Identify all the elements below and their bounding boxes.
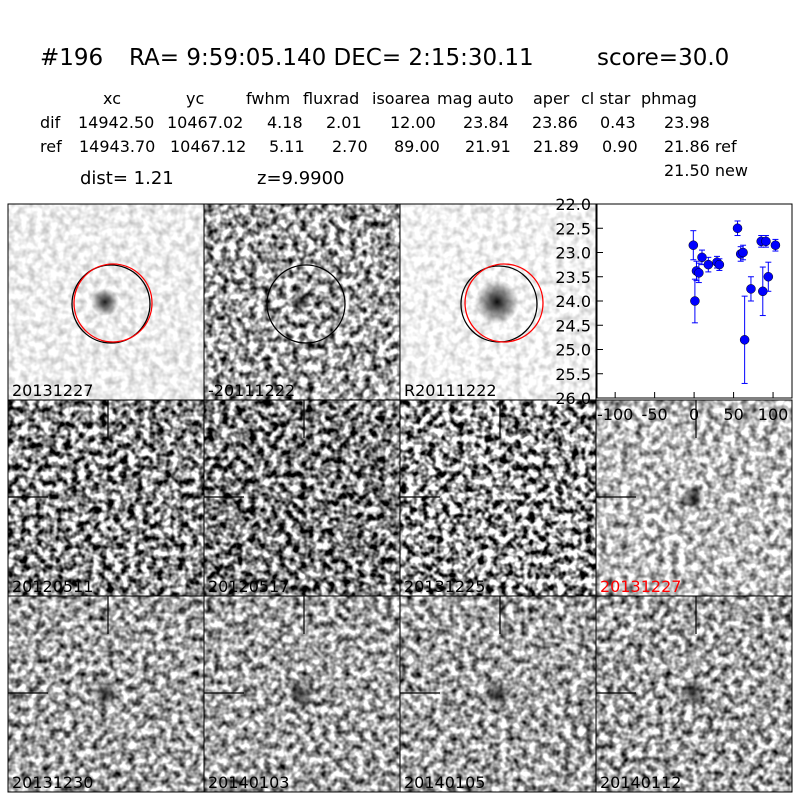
y-tick-label: 23.5: [555, 268, 591, 287]
source: [291, 292, 311, 312]
source: [91, 288, 119, 316]
y-tick-label: 24.0: [555, 292, 591, 311]
column-header: aper: [533, 89, 570, 108]
column-header: phmag: [641, 89, 697, 108]
column-header: xc: [103, 89, 121, 108]
x-tick-label: 50: [723, 405, 743, 424]
panel-label: 20140112: [600, 773, 681, 792]
point: [739, 335, 750, 345]
point: [770, 240, 781, 250]
table-cell: 89.00: [394, 137, 440, 156]
panel-label: 20131227: [12, 381, 93, 400]
row-label: dif: [40, 113, 61, 132]
table-cell: 0.90: [602, 137, 638, 156]
row-label: ref: [40, 137, 62, 156]
table-cell: 10467.12: [170, 137, 246, 156]
x-tick-label: -100: [597, 405, 633, 424]
y-tick-label: 24.5: [555, 316, 591, 335]
y-tick-label: 25.5: [555, 365, 591, 384]
aperture: [71, 264, 151, 344]
y-tick-label: 22.5: [555, 219, 591, 238]
dist: dist= 1.21: [80, 168, 174, 189]
source: [475, 280, 519, 324]
panel-label: -20111222: [208, 381, 295, 400]
table-cell: 14943.70: [79, 137, 155, 156]
column-header: mag auto: [437, 89, 514, 108]
y-tick-label: 26.0: [555, 389, 591, 408]
image-panel: [8, 400, 204, 596]
panel-label: 20140105: [404, 773, 485, 792]
table-cell: 2.01: [326, 113, 362, 132]
x-tick-label: 100: [758, 405, 789, 424]
table-cell: 4.18: [267, 113, 303, 132]
column-header: yc: [186, 89, 204, 108]
table-cell: 10467.02: [167, 113, 243, 132]
aperture: [464, 263, 544, 343]
table-cell: 23.86: [532, 113, 578, 132]
image-panel: [204, 400, 400, 596]
point: [738, 247, 748, 258]
image-panel: [400, 400, 596, 596]
table-cell: 12.00: [390, 113, 436, 132]
header-id: #196: [40, 45, 103, 71]
panel-label: 20131227: [600, 577, 681, 596]
z-value: z=9.9900: [257, 168, 345, 189]
point: [732, 223, 743, 233]
aperture: [73, 263, 153, 343]
point: [703, 259, 714, 270]
point: [761, 236, 771, 247]
column-header: fluxrad: [303, 89, 359, 108]
point: [714, 259, 725, 270]
point: [763, 272, 774, 282]
table-cell: 21.91: [465, 137, 511, 156]
table-cell: 23.84: [463, 113, 509, 132]
source: [483, 680, 511, 708]
column-header: fwhm: [246, 89, 290, 108]
x-tick-label: -50: [642, 405, 668, 424]
source: [91, 680, 119, 708]
header-coords: RA= 9:59:05.140 DEC= 2:15:30.11: [129, 45, 534, 71]
table-cell: 21.89: [533, 137, 579, 156]
panel-label: 20120511: [12, 577, 93, 596]
source: [679, 680, 707, 708]
x-tick-label: 0: [689, 405, 699, 424]
aperture: [266, 264, 346, 344]
source: [287, 680, 315, 708]
source: [681, 486, 705, 510]
table-cell: 14942.50: [78, 113, 154, 132]
panel-label: 20131230: [12, 773, 93, 792]
point: [694, 268, 704, 278]
panel-label: R20111222: [404, 381, 497, 400]
point: [690, 296, 700, 306]
table-cell: 0.43: [600, 113, 636, 132]
y-tick-label: 22.0: [555, 195, 591, 214]
phmag-new: 21.50 new: [664, 161, 748, 180]
panel-label: 20131225: [404, 577, 485, 596]
column-header: isoarea: [372, 89, 430, 108]
panel-label: 20140103: [208, 773, 289, 792]
point: [697, 252, 707, 263]
table-cell: 2.70: [332, 137, 368, 156]
table-cell: 21.86 ref: [664, 137, 737, 156]
point: [746, 284, 756, 294]
panel-frame: [595, 595, 793, 793]
table-cell: 5.11: [269, 137, 305, 156]
column-header: cl star: [581, 89, 631, 108]
point: [688, 240, 699, 250]
y-tick-label: 25.0: [555, 341, 591, 360]
y-tick-label: 23.0: [555, 244, 591, 263]
table-cell: 23.98: [664, 113, 710, 132]
header-score: score=30.0: [597, 45, 729, 71]
panel-label: 20120517: [208, 577, 289, 596]
